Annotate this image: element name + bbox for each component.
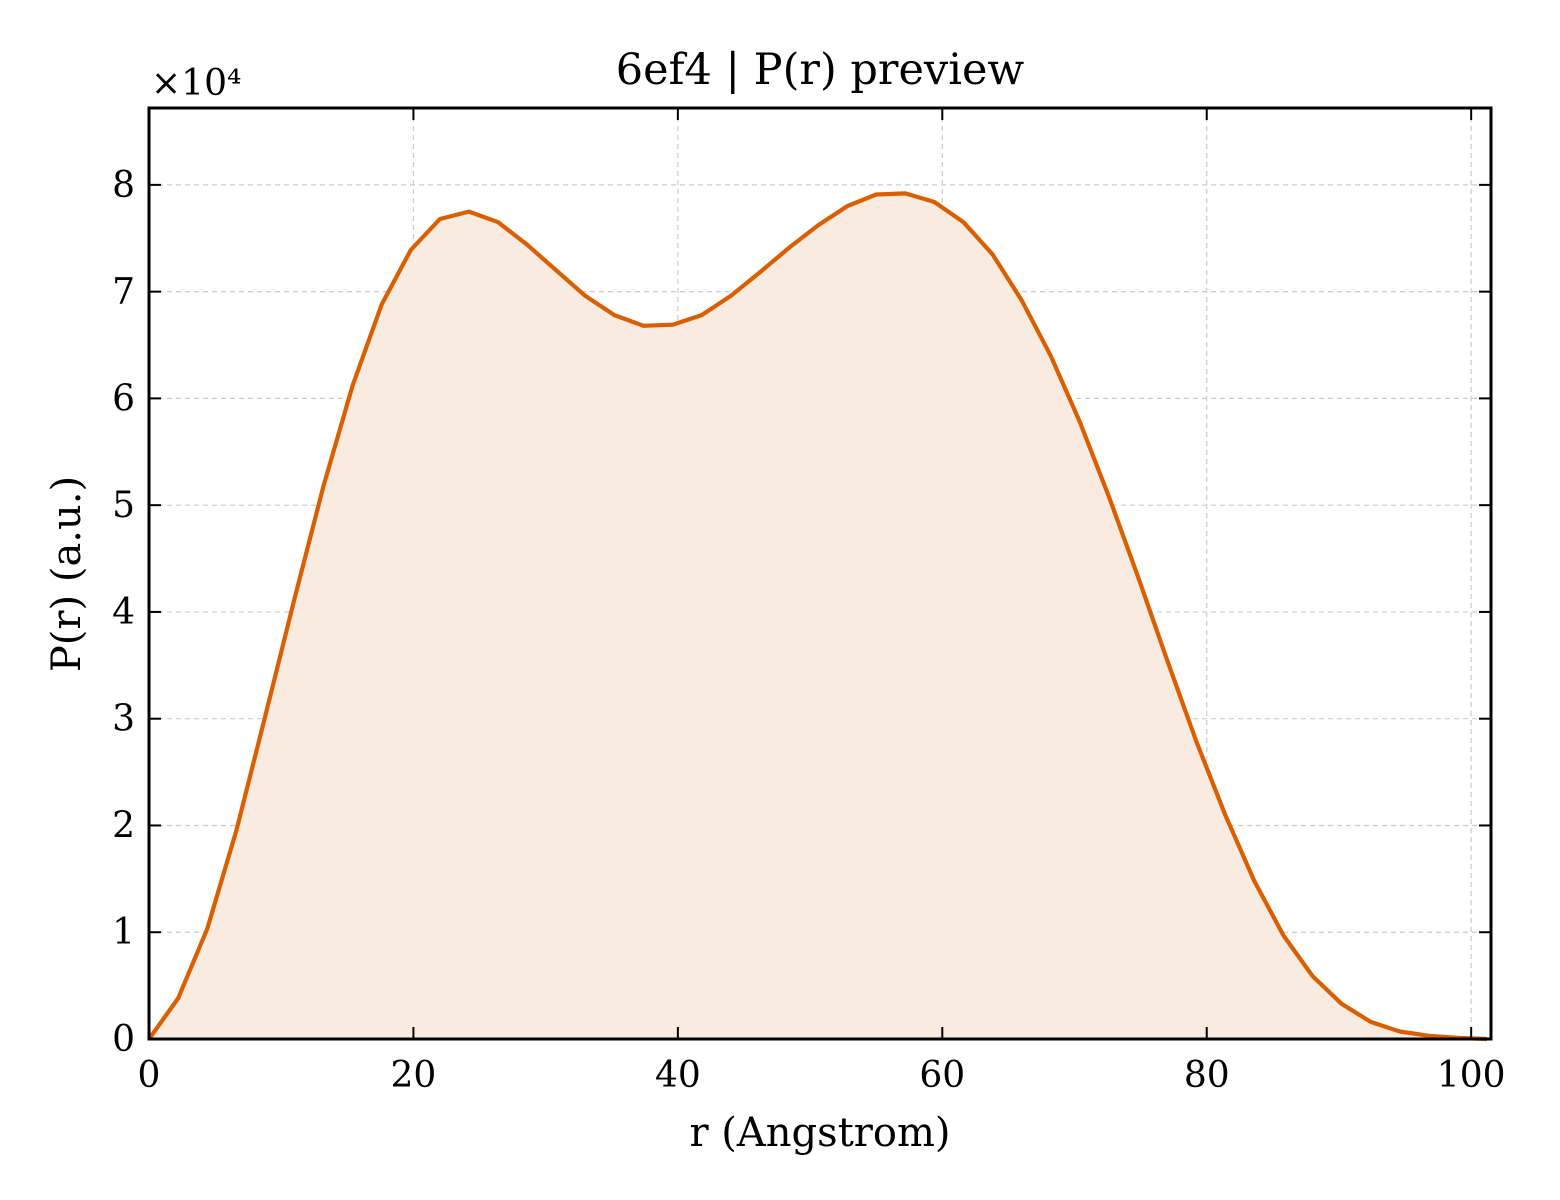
x-tick-label: 0 <box>138 1055 161 1096</box>
y-tick-label: 1 <box>112 912 135 953</box>
y-tick-labels: 0 1 2 3 4 5 6 7 8 <box>112 165 135 1060</box>
x-tick-label: 80 <box>1184 1055 1230 1096</box>
x-axis-label: r (Angstrom) <box>689 1110 950 1156</box>
x-tick-label: 20 <box>391 1055 437 1096</box>
tick-marks <box>148 108 1491 1040</box>
x-tick-label: 40 <box>655 1055 701 1096</box>
y-tick-label: 6 <box>112 378 135 419</box>
y-tick-label: 3 <box>112 699 135 740</box>
plot-frame <box>147 106 1493 1041</box>
x-tick-labels: 0 20 40 60 80 100 <box>138 1055 1506 1096</box>
x-tick-label: 100 <box>1437 1055 1506 1096</box>
y-tick-label: 2 <box>112 805 135 846</box>
y-tick-label: 0 <box>112 1019 135 1060</box>
pr-series-line <box>147 191 1488 1042</box>
y-axis-label: P(r) (a.u.) <box>44 476 90 672</box>
y-tick-label: 8 <box>112 165 135 206</box>
y-tick-label: 4 <box>112 592 135 633</box>
x-tick-label: 60 <box>919 1055 965 1096</box>
chart-title: 6ef4 | P(r) preview <box>616 45 1025 95</box>
y-tick-label: 5 <box>112 485 135 526</box>
pr-area-fill <box>149 193 1487 1039</box>
y-multiplier-label: ×10⁴ <box>151 63 241 104</box>
y-tick-label: 7 <box>112 272 135 313</box>
